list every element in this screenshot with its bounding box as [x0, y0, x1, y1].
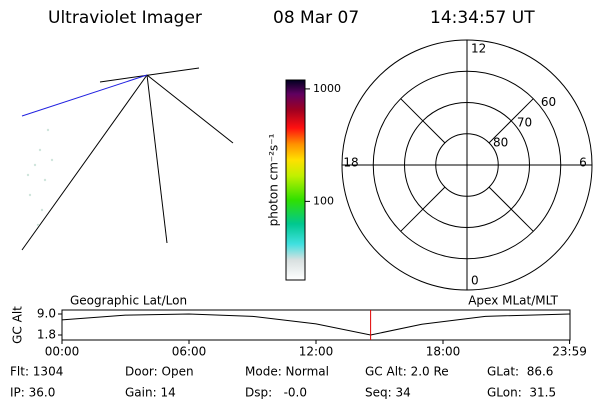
status-field: Flt: 1304: [10, 365, 63, 379]
status-field: IP: 36.0: [10, 386, 55, 400]
altitude-curve: [61, 313, 570, 336]
polar-mlt-label: 12: [471, 42, 486, 56]
status-field: Dsp: -0.0: [245, 386, 307, 400]
status-field: GLat: 86.6: [487, 365, 553, 379]
time: 14:34:57 UT: [430, 8, 535, 28]
timeline-left-label: Geographic Lat/Lon: [70, 294, 187, 308]
colorbar-tick-label: 100: [313, 194, 334, 207]
x-tick-label: 06:00: [172, 345, 207, 359]
date: 08 Mar 07: [273, 8, 359, 28]
title: Ultraviolet Imager: [48, 8, 202, 28]
status-field: Mode: Normal: [245, 365, 329, 379]
timeline-y-label: GC Alt: [11, 306, 25, 344]
polar-lat-label: 80: [493, 135, 508, 149]
y-tick-label: 1.8: [37, 328, 56, 342]
polar-ring: [435, 133, 499, 197]
status-field: GC Alt: 2.0 Re: [365, 365, 449, 379]
colorbar-label: photon cm⁻²s⁻¹: [267, 133, 281, 226]
x-tick-label: 23:59: [552, 345, 587, 359]
status-field: Seq: 34: [365, 386, 411, 400]
image-panel: [21, 67, 234, 251]
x-tick-label: 00:00: [45, 345, 80, 359]
polar-mlt-label: 18: [343, 156, 358, 170]
colorbar-tick-label: 1000: [313, 82, 341, 95]
y-tick-label: 9.0: [37, 307, 56, 321]
colorbar: [285, 79, 306, 281]
x-tick-label: 12:00: [299, 345, 334, 359]
timeline-right-label: Apex MLat/MLT: [468, 294, 558, 308]
polar-mlt-label: 0: [471, 274, 479, 288]
status-field: Door: Open: [125, 365, 194, 379]
polar-ring: [404, 102, 530, 228]
polar-ring: [372, 70, 562, 260]
polar-lat-label: 60: [541, 95, 556, 109]
polar-mlt-label: 6: [579, 156, 587, 170]
polar-lat-label: 70: [517, 115, 532, 129]
status-field: GLon: 31.5: [487, 386, 556, 400]
status-field: Gain: 14: [125, 386, 176, 400]
x-tick-label: 18:00: [426, 345, 461, 359]
